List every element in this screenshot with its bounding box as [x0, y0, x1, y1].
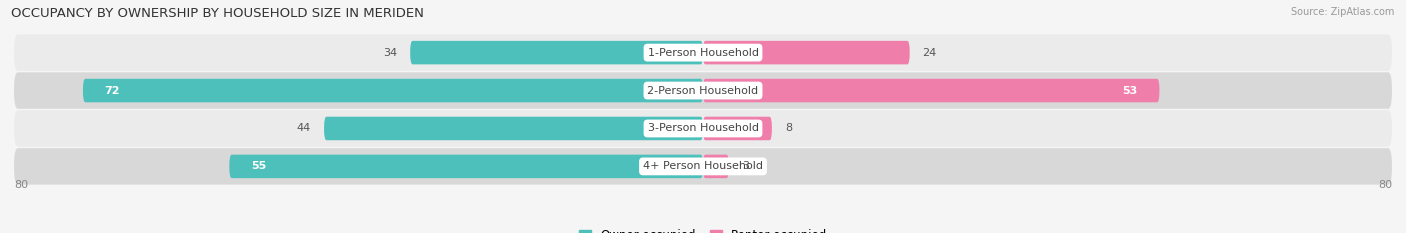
Text: Source: ZipAtlas.com: Source: ZipAtlas.com: [1291, 7, 1395, 17]
Text: 72: 72: [104, 86, 120, 96]
Text: OCCUPANCY BY OWNERSHIP BY HOUSEHOLD SIZE IN MERIDEN: OCCUPANCY BY OWNERSHIP BY HOUSEHOLD SIZE…: [11, 7, 425, 20]
Text: 3-Person Household: 3-Person Household: [648, 123, 758, 134]
Text: 34: 34: [384, 48, 398, 58]
Text: 2-Person Household: 2-Person Household: [647, 86, 759, 96]
Text: 80: 80: [14, 180, 28, 190]
Text: 3: 3: [742, 161, 749, 171]
FancyBboxPatch shape: [14, 34, 1392, 71]
Text: 53: 53: [1122, 86, 1137, 96]
Text: 8: 8: [785, 123, 792, 134]
FancyBboxPatch shape: [83, 79, 703, 102]
Legend: Owner-occupied, Renter-occupied: Owner-occupied, Renter-occupied: [574, 225, 832, 233]
FancyBboxPatch shape: [411, 41, 703, 64]
Text: 44: 44: [297, 123, 311, 134]
FancyBboxPatch shape: [323, 117, 703, 140]
Text: 4+ Person Household: 4+ Person Household: [643, 161, 763, 171]
FancyBboxPatch shape: [703, 79, 1160, 102]
FancyBboxPatch shape: [14, 110, 1392, 147]
FancyBboxPatch shape: [703, 41, 910, 64]
Text: 1-Person Household: 1-Person Household: [648, 48, 758, 58]
Text: 80: 80: [1378, 180, 1392, 190]
FancyBboxPatch shape: [703, 117, 772, 140]
Text: 55: 55: [250, 161, 266, 171]
FancyBboxPatch shape: [14, 72, 1392, 109]
FancyBboxPatch shape: [703, 155, 728, 178]
Text: 24: 24: [922, 48, 936, 58]
FancyBboxPatch shape: [14, 148, 1392, 185]
FancyBboxPatch shape: [229, 155, 703, 178]
